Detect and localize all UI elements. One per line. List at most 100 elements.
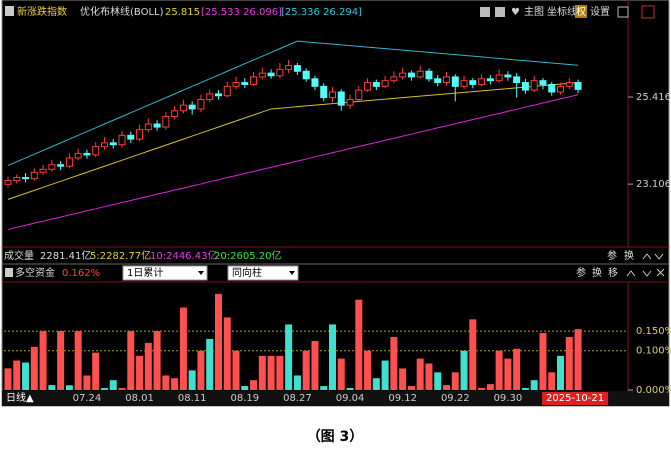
candle-body xyxy=(144,123,152,131)
x-tick-label: 08.01 xyxy=(125,393,154,404)
favorite-icon[interactable]: ♥ xyxy=(511,7,520,18)
candle-body xyxy=(504,74,512,78)
candle-body xyxy=(381,80,389,87)
icon[interactable] xyxy=(5,6,14,16)
candle-body xyxy=(267,72,275,77)
zoom-in[interactable] xyxy=(480,7,490,17)
volume-ma: 5:2282.77亿 xyxy=(90,249,151,262)
bar xyxy=(416,358,424,390)
candle-body xyxy=(100,142,108,148)
bar xyxy=(443,385,450,390)
bar xyxy=(223,317,231,390)
candle-body xyxy=(92,146,100,156)
bar xyxy=(425,363,433,390)
bar xyxy=(504,358,512,390)
y-tick-label: 23.106 xyxy=(636,179,671,190)
indicator-value: 25.815 xyxy=(165,7,200,18)
candle-body xyxy=(223,85,231,97)
dropdown-text[interactable]: 1日累计 xyxy=(127,266,163,279)
bar xyxy=(372,378,380,390)
bar xyxy=(328,324,336,390)
tool-bg xyxy=(575,5,587,18)
window-icon[interactable] xyxy=(641,5,655,19)
bar xyxy=(57,331,65,390)
candle-body xyxy=(39,168,47,173)
candle-body xyxy=(127,134,135,140)
caption: （图 3） xyxy=(307,429,364,445)
candle-body xyxy=(293,65,301,72)
candle-body xyxy=(469,80,477,85)
x-tick-label: 09.12 xyxy=(388,393,417,404)
candle-body xyxy=(22,177,30,180)
zoom-out[interactable] xyxy=(495,7,505,17)
dropdown[interactable] xyxy=(122,265,208,281)
panel-button[interactable]: 参 xyxy=(576,266,586,279)
panel-title: 多空资金 xyxy=(15,266,55,279)
bar xyxy=(293,375,301,390)
panel-icons[interactable] xyxy=(626,268,665,277)
period-label[interactable]: 日线▲ xyxy=(6,391,34,404)
candle-body xyxy=(276,68,284,77)
bar xyxy=(320,386,328,390)
candle-body xyxy=(162,115,170,128)
bar xyxy=(232,350,240,390)
index-title: 新涨跌指数 xyxy=(17,5,67,18)
dropdown-text[interactable]: 同向柱 xyxy=(232,266,262,279)
candle-body xyxy=(136,129,144,140)
volume-ma: 10:2446.43亿 xyxy=(150,249,217,262)
tool[interactable]: 主图 xyxy=(524,6,544,18)
tool[interactable]: 设置 xyxy=(590,6,610,18)
bar xyxy=(162,375,170,390)
x-tick-label: 2025-10-21 xyxy=(546,393,604,404)
bar xyxy=(451,372,459,390)
tool[interactable]: 权 xyxy=(576,5,586,18)
panel-button[interactable]: 换 xyxy=(624,249,634,262)
candle-body xyxy=(250,76,258,85)
candle-body xyxy=(486,78,494,82)
candle-body xyxy=(65,157,73,167)
chevrons[interactable] xyxy=(642,253,664,260)
panel-button[interactable]: 参 xyxy=(607,249,617,262)
bar xyxy=(171,378,179,390)
candle-body xyxy=(460,80,468,87)
candle-body xyxy=(451,76,459,87)
x-tick-label: 08.11 xyxy=(178,393,207,404)
panel-button[interactable]: 移 xyxy=(608,266,618,279)
indicator-value: [25.533 26.096] xyxy=(201,7,282,18)
candle-body xyxy=(557,85,565,93)
candle-body xyxy=(416,70,424,78)
bar xyxy=(548,372,556,390)
candle-body xyxy=(372,82,380,87)
candle-body xyxy=(495,74,503,82)
bar xyxy=(407,386,415,390)
icon[interactable] xyxy=(5,268,13,277)
candle-body xyxy=(425,70,433,80)
candle-body xyxy=(214,93,222,97)
x-tick-label: 09.22 xyxy=(441,393,470,404)
bar xyxy=(311,340,319,390)
dropdown[interactable] xyxy=(227,265,299,281)
candle-body xyxy=(30,171,38,180)
volume-value: 2281.41亿 xyxy=(40,249,91,262)
candle-body xyxy=(48,164,56,170)
candle-body xyxy=(539,80,547,85)
volume-title: 成交量 xyxy=(4,249,34,262)
candle-body xyxy=(258,72,266,78)
bar xyxy=(153,331,161,390)
panel-button[interactable]: 换 xyxy=(592,266,602,279)
bar xyxy=(399,368,407,390)
bar xyxy=(285,324,293,390)
tool[interactable]: 坐标线 xyxy=(547,5,577,18)
window-icon[interactable] xyxy=(617,6,629,18)
band-line xyxy=(7,94,579,231)
bar xyxy=(267,355,275,390)
bar xyxy=(390,337,398,390)
candle-body xyxy=(311,78,319,87)
candle-body xyxy=(399,72,407,78)
bar xyxy=(65,385,73,390)
bar xyxy=(486,384,494,390)
date-row xyxy=(2,391,669,406)
bar xyxy=(302,350,310,390)
x-tick-label: 07.24 xyxy=(73,393,102,404)
candle-body xyxy=(241,82,249,85)
